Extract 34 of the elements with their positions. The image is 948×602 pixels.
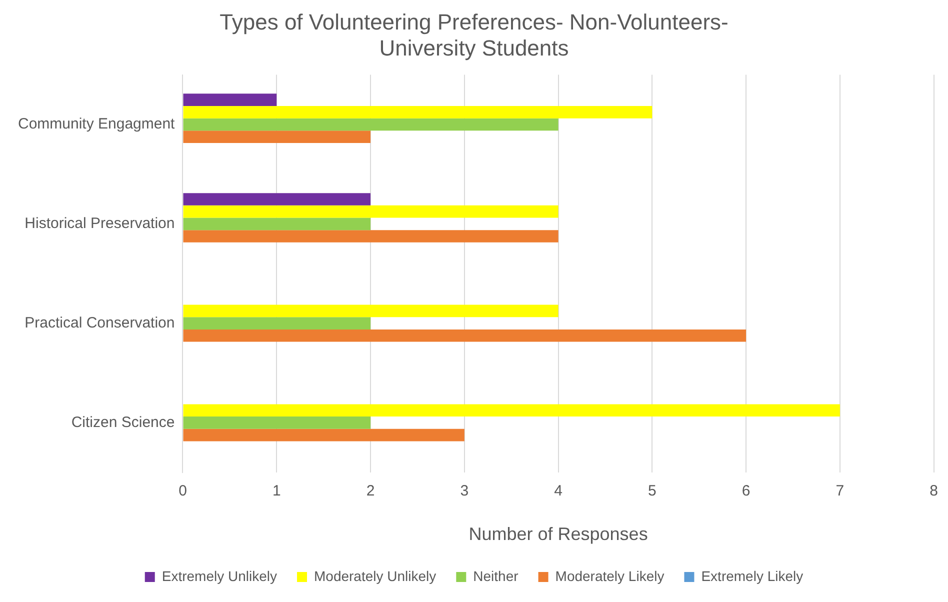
bar (183, 218, 371, 230)
legend-label: Extremely Unlikely (162, 568, 277, 584)
bar (183, 193, 371, 206)
bar (183, 416, 371, 429)
legend-label: Moderately Likely (555, 568, 664, 584)
x-tick-label: 1 (272, 482, 281, 500)
bar (183, 94, 277, 106)
x-tick-label: 8 (930, 482, 938, 500)
x-axis-title: Number of Responses (468, 524, 648, 544)
x-tick-label: 7 (836, 482, 844, 500)
y-tick-label: Practical Conservation (24, 314, 175, 332)
bar (183, 106, 652, 118)
bar (183, 205, 558, 218)
x-tick-label: 2 (366, 482, 375, 500)
bar (183, 130, 371, 143)
chart-title: Types of Volunteering Preferences- Non-Volunteers- University Students (220, 9, 728, 61)
y-tick-label: Historical Preservation (24, 215, 175, 232)
bar (183, 329, 746, 342)
legend-label: Neither (473, 568, 519, 584)
bar (183, 230, 558, 242)
legend-label: Extremely Likely (701, 568, 804, 584)
x-tick-label: 3 (460, 482, 469, 500)
x-tick-label: 6 (742, 482, 750, 500)
y-tick-label: Community Engagment (18, 116, 176, 133)
bar (183, 304, 558, 318)
bar (183, 404, 840, 417)
bar (183, 118, 558, 131)
x-tick-label: 5 (648, 482, 656, 500)
bar (183, 317, 371, 330)
y-tick-label: Citizen Science (71, 414, 175, 431)
bar (183, 428, 464, 442)
legend-label: Moderately Unlikely (314, 568, 436, 584)
x-tick-label: 4 (554, 482, 562, 500)
x-tick-label: 0 (178, 482, 187, 500)
